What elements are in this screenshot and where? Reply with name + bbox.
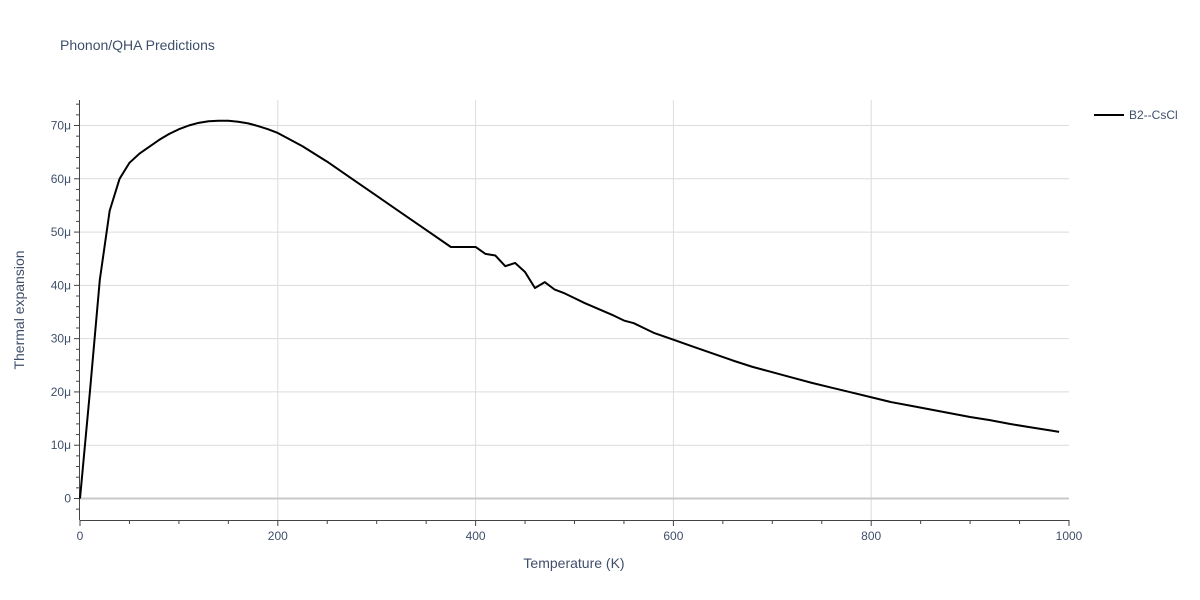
x-tick-label: 600	[663, 529, 683, 543]
y-tick-label: 30μ	[51, 332, 71, 346]
axes-layer: 0 200 400 600 800 1000 0 10μ 20μ 30μ 40μ 50μ 60μ 70μ	[51, 100, 1083, 543]
y-axis-title: Thermal expansion	[11, 250, 27, 369]
x-tick-label: 400	[466, 529, 486, 543]
legend-label-b2-cscl: B2--CsCl	[1129, 108, 1178, 122]
grid-layer	[80, 100, 1069, 520]
legend[interactable]: B2--CsCl	[1094, 108, 1178, 122]
x-tick-label: 200	[268, 529, 288, 543]
series-layer	[79, 119, 1060, 499]
series-line-0[interactable]	[79, 119, 1060, 499]
y-tick-label: 20μ	[51, 385, 71, 399]
y-tick-label: 40μ	[51, 278, 71, 292]
x-tick-label: 0	[77, 529, 84, 543]
x-axis-title: Temperature (K)	[523, 555, 624, 571]
y-tick-label: 10μ	[51, 438, 71, 452]
y-tick-label: 60μ	[51, 172, 71, 186]
chart-title: Phonon/QHA Predictions	[60, 37, 215, 53]
x-tick-label: 800	[861, 529, 881, 543]
y-tick-label: 70μ	[51, 119, 71, 133]
y-tick-label: 0	[64, 492, 71, 506]
x-tick-label: 1000	[1056, 529, 1083, 543]
y-tick-label: 50μ	[51, 225, 71, 239]
